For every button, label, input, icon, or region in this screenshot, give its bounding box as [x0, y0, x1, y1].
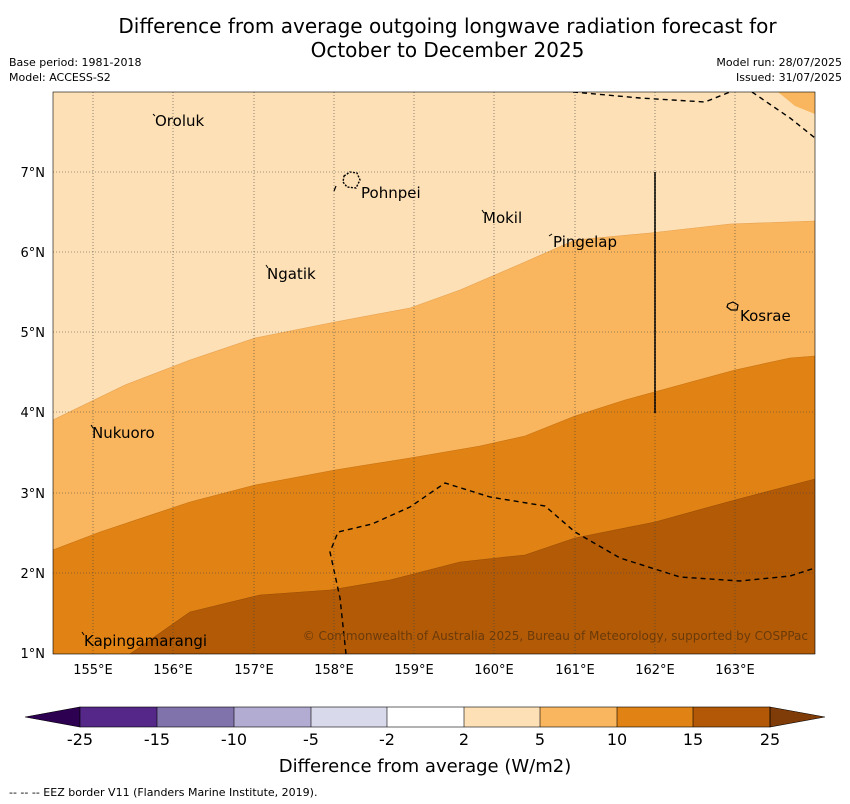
oroluk-marker	[152, 113, 156, 117]
issued-date: Issued: 31/07/2025	[735, 71, 842, 84]
colorbar-segment-8	[617, 707, 694, 727]
place-label-mokil: Mokil	[483, 209, 522, 227]
colorbar-segment-9	[693, 707, 771, 727]
x-tick-156e: 156°E	[153, 663, 193, 678]
nukuoro-marker	[90, 424, 94, 429]
pingelap-marker	[548, 233, 553, 237]
x-tick-162e: 162°E	[635, 663, 675, 678]
x-tick-158e: 158°E	[314, 663, 354, 678]
x-tick-161e: 161°E	[555, 663, 595, 678]
y-axis: 7°N 6°N 5°N 4°N 3°N 2°N 1°N	[21, 166, 46, 662]
colorbar-frame	[79, 706, 771, 728]
kapingamarangi-marker	[81, 631, 85, 636]
mokil-marker	[481, 209, 485, 214]
colorbar-tick-minus5: -5	[303, 730, 319, 749]
y-tick-3n: 3°N	[21, 487, 46, 502]
colorbar-high-extension	[769, 706, 826, 728]
x-tick-159e: 159°E	[394, 663, 434, 678]
pohnpei-eez-tick	[333, 185, 337, 192]
y-tick-7n: 7°N	[21, 166, 46, 181]
map-plot: Oroluk Pohnpei Mokil Pingelap Ngatik Kos…	[53, 92, 815, 654]
colorbar-segment-1	[80, 707, 158, 727]
place-label-ngatik: Ngatik	[267, 265, 316, 283]
place-label-nukuoro: Nukuoro	[92, 424, 155, 442]
y-tick-6n: 6°N	[21, 246, 46, 261]
model-info: Base period: 1981-2018 Model: ACCESS-S2	[9, 55, 141, 85]
band-15-25	[129, 478, 815, 654]
colorbar-tick-minus15: -15	[144, 730, 170, 749]
place-label-oroluk: Oroluk	[155, 112, 204, 130]
title-line-2: October to December 2025	[310, 38, 585, 62]
copyright-notice: © Commonwealth of Australia 2025, Bureau…	[303, 629, 808, 643]
model-name: Model: ACCESS-S2	[9, 71, 111, 84]
model-run: Model run: 28/07/2025	[716, 56, 842, 69]
colorbar-segment-5	[387, 707, 465, 727]
ngatik-marker	[265, 264, 269, 269]
colorbar-segment-4	[311, 707, 388, 727]
colorbar-segment-6	[464, 707, 541, 727]
colorbar-low-extension	[24, 706, 81, 728]
colorbar-tick-minus10: -10	[221, 730, 247, 749]
x-axis: 155°E 156°E 157°E 158°E 159°E 160°E 161°…	[73, 663, 755, 678]
pohnpei-island-outline	[342, 171, 361, 189]
kosrae-island-outline	[726, 301, 739, 311]
y-tick-1n: 1°N	[21, 647, 46, 662]
title-line-1: Difference from average outgoing longwav…	[118, 14, 777, 38]
map-title: Difference from average outgoing longwav…	[60, 14, 835, 62]
base-period: Base period: 1981-2018	[9, 56, 142, 69]
x-tick-160e: 160°E	[474, 663, 514, 678]
colorbar-segment-7	[540, 707, 618, 727]
colorbar-tick-5: 5	[535, 730, 545, 749]
place-label-kosrae: Kosrae	[740, 307, 791, 325]
place-label-pohnpei: Pohnpei	[361, 184, 421, 202]
map-frame	[52, 91, 816, 655]
y-tick-4n: 4°N	[21, 406, 46, 421]
eez-legend-note: -- -- -- EEZ border V11 (Flanders Marine…	[9, 786, 318, 799]
x-tick-157e: 157°E	[234, 663, 274, 678]
place-label-pingelap: Pingelap	[553, 233, 617, 251]
run-info: Model run: 28/07/2025 Issued: 31/07/2025	[716, 55, 842, 85]
contour-dashed-2	[751, 92, 815, 139]
colorbar-segment-3	[234, 707, 312, 727]
colorbar-tick-15: 15	[683, 730, 703, 749]
place-label-kapingamarangi: Kapingamarangi	[84, 632, 207, 650]
band-top-right	[778, 92, 815, 114]
x-tick-163e: 163°E	[715, 663, 755, 678]
colorbar-label: Difference from average (W/m2)	[279, 756, 571, 777]
contour-dashed-3	[329, 482, 815, 654]
y-tick-5n: 5°N	[21, 326, 46, 341]
colorbar-tick-2: 2	[459, 730, 469, 749]
colorbar-tick-25: 25	[760, 730, 780, 749]
x-tick-155e: 155°E	[73, 663, 113, 678]
contour-dashed-1	[572, 92, 731, 103]
colorbar-tick-minus25: -25	[67, 730, 93, 749]
y-tick-2n: 2°N	[21, 567, 46, 582]
colorbar-tick-10: 10	[607, 730, 627, 749]
colorbar-segment-2	[157, 707, 235, 727]
colorbar: -25 -15 -10 -5 -2 2 5 10 15 25 Differenc…	[24, 706, 826, 777]
colorbar-tick-minus2: -2	[379, 730, 395, 749]
gridlines	[53, 92, 815, 654]
